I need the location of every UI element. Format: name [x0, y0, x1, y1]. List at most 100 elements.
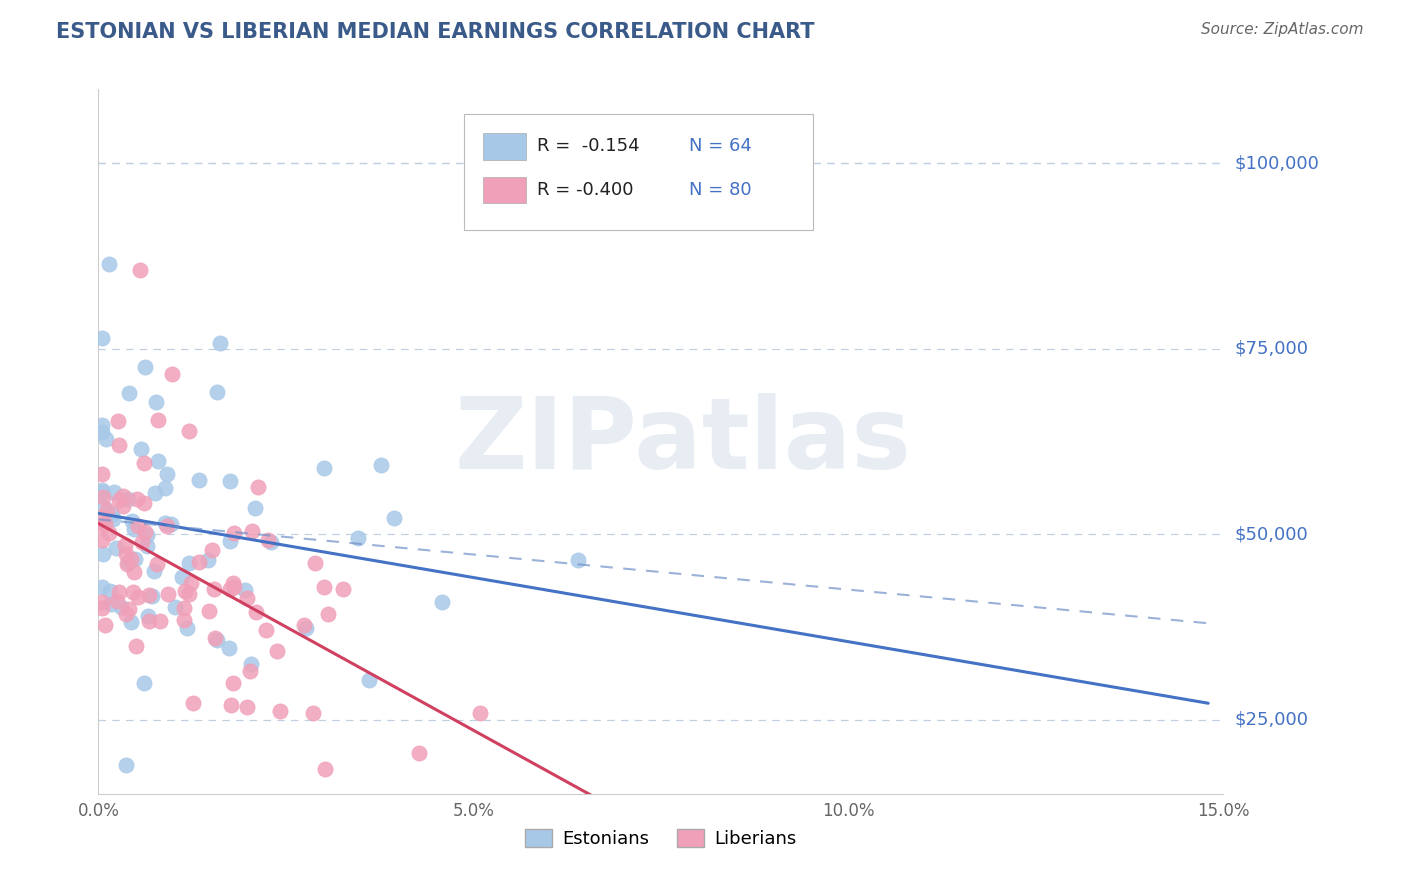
Point — [134, 524, 156, 539]
Text: R =  -0.154: R = -0.154 — [537, 137, 640, 155]
Text: ESTONIAN VS LIBERIAN MEDIAN EARNINGS CORRELATION CHART: ESTONIAN VS LIBERIAN MEDIAN EARNINGS COR… — [56, 22, 814, 42]
Point — [224, 526, 246, 541]
Point — [127, 519, 149, 533]
Point — [121, 514, 143, 528]
Point — [430, 595, 453, 609]
Point — [143, 564, 166, 578]
Point — [316, 607, 339, 622]
Point — [143, 486, 166, 500]
Point — [187, 556, 209, 570]
Point — [91, 467, 114, 481]
Point — [153, 481, 176, 495]
Point — [97, 526, 120, 541]
Legend: Estonians, Liberians: Estonians, Liberians — [517, 822, 804, 855]
Point — [236, 700, 259, 714]
Point — [314, 762, 336, 776]
Point — [233, 583, 256, 598]
Point — [208, 336, 231, 351]
Point — [94, 618, 117, 632]
Point — [131, 534, 153, 549]
Point — [205, 633, 228, 648]
Point — [245, 605, 267, 619]
Point — [129, 442, 152, 456]
Point — [149, 614, 172, 628]
Point — [134, 359, 156, 374]
Point — [103, 512, 125, 526]
Point — [91, 595, 114, 609]
Point — [91, 510, 114, 524]
Point — [408, 747, 430, 761]
Point — [98, 583, 121, 598]
Point — [91, 601, 114, 615]
Point — [138, 588, 160, 602]
Point — [136, 540, 159, 554]
Point — [117, 558, 139, 572]
Point — [302, 706, 325, 720]
Point — [295, 621, 318, 635]
Point — [127, 491, 149, 506]
Point — [292, 617, 315, 632]
Point — [124, 552, 146, 566]
Text: $50,000: $50,000 — [1234, 525, 1308, 543]
Point — [266, 643, 288, 657]
Point — [91, 485, 114, 500]
Point — [91, 517, 114, 532]
Point — [218, 641, 240, 656]
Point — [468, 706, 491, 720]
Point — [120, 615, 142, 630]
Point — [122, 522, 145, 536]
Point — [114, 538, 136, 552]
Point — [155, 519, 177, 533]
Point — [108, 492, 131, 507]
Point — [117, 555, 139, 569]
Point — [91, 331, 114, 345]
Bar — [484, 177, 526, 203]
Point — [357, 673, 380, 687]
Point — [370, 458, 392, 472]
Point — [219, 698, 242, 712]
Point — [91, 490, 114, 504]
Text: ZIPatlas: ZIPatlas — [456, 393, 911, 490]
Point — [163, 599, 186, 614]
Point — [181, 696, 204, 710]
Text: N = 64: N = 64 — [689, 137, 752, 155]
Point — [136, 609, 159, 624]
Point — [247, 480, 270, 494]
Point — [107, 414, 129, 428]
Point — [157, 587, 180, 601]
Point — [179, 556, 201, 570]
Point — [134, 675, 156, 690]
Point — [347, 532, 370, 546]
Point — [134, 495, 156, 509]
Point — [187, 473, 209, 487]
Point — [260, 535, 283, 549]
Point — [117, 491, 139, 506]
Point — [156, 467, 179, 481]
Point — [135, 527, 157, 541]
Point — [112, 489, 135, 503]
Point — [240, 524, 263, 538]
Point — [100, 597, 122, 611]
Point — [207, 384, 229, 399]
Point — [146, 557, 169, 571]
Point — [122, 585, 145, 599]
Point — [218, 582, 240, 596]
Point — [91, 483, 114, 497]
Point — [180, 576, 202, 591]
Point — [105, 594, 128, 608]
Point — [176, 621, 198, 635]
Point — [138, 614, 160, 628]
Text: $100,000: $100,000 — [1234, 154, 1319, 172]
Point — [179, 424, 201, 438]
Point — [129, 262, 152, 277]
Point — [91, 418, 114, 433]
Point — [236, 591, 259, 606]
Point — [202, 582, 225, 596]
Point — [314, 580, 336, 594]
Point — [239, 657, 262, 672]
Point — [567, 553, 589, 567]
Point — [257, 533, 280, 548]
Text: R = -0.400: R = -0.400 — [537, 181, 634, 199]
Point — [245, 500, 267, 515]
Point — [132, 457, 155, 471]
